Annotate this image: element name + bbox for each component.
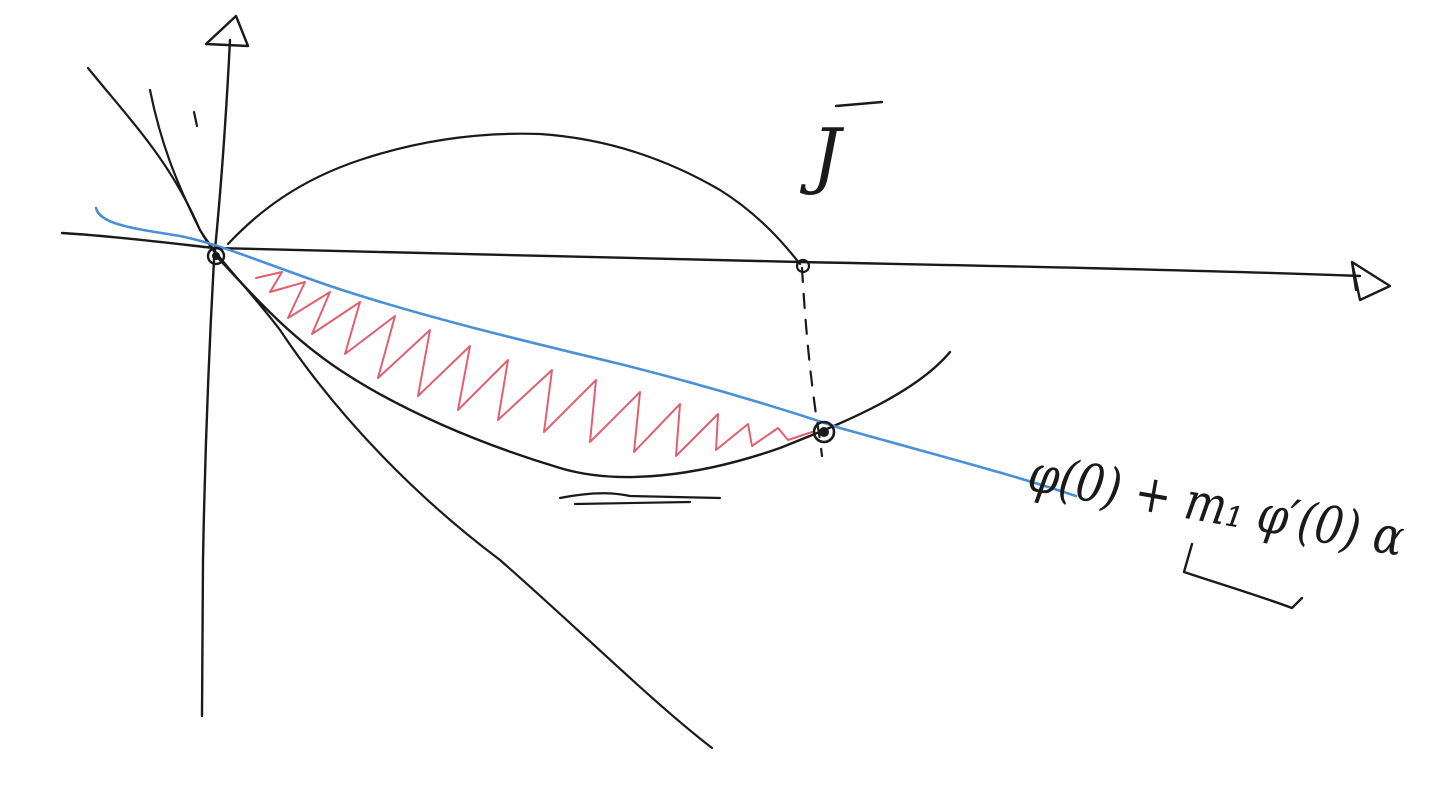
hatched-region	[255, 271, 813, 457]
curve-underline	[558, 492, 722, 506]
tick-mark	[192, 110, 199, 128]
function-label: J	[799, 113, 845, 197]
upper-arc	[226, 132, 802, 266]
steep-line-left	[86, 66, 714, 750]
arrow-up-icon	[204, 14, 250, 48]
function-label-bar	[834, 100, 884, 108]
tangent-line	[94, 206, 1078, 498]
axis-intersection-point	[795, 258, 811, 274]
lower-curve	[214, 254, 952, 479]
arrow-right-icon	[1350, 260, 1392, 302]
origin-point	[206, 246, 226, 266]
y-axis	[200, 38, 232, 718]
dashed-drop-line	[800, 266, 824, 458]
tangent-contact-point	[812, 420, 836, 444]
expression-bracket	[1182, 542, 1304, 610]
tangent-expression: φ(0) + m₁ φ′(0) α	[1024, 444, 1409, 569]
x-axis	[60, 231, 1362, 278]
